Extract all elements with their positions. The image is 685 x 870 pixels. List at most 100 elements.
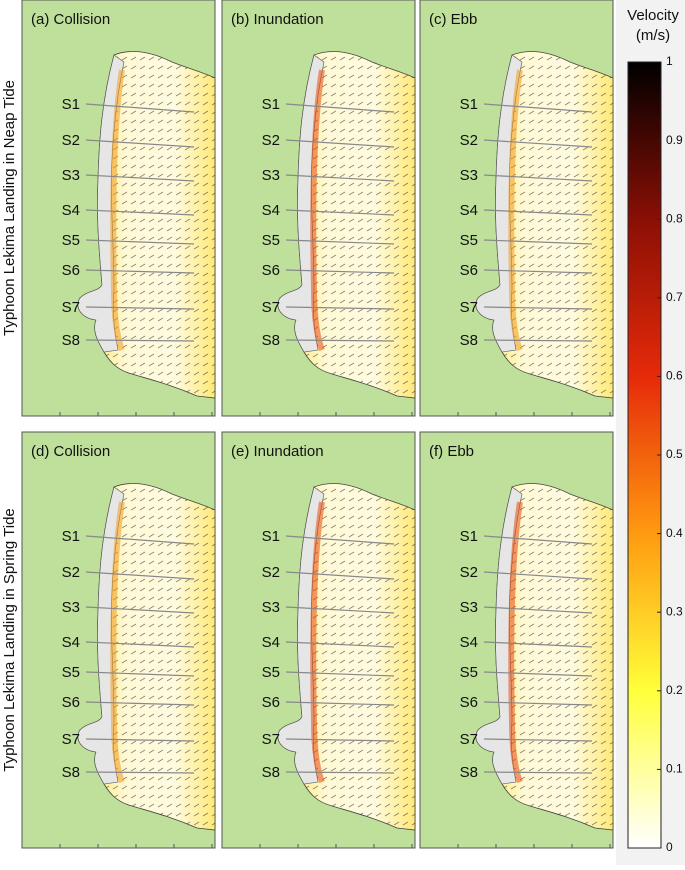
station-line [85,139,195,148]
colorbar-title: Velocity [627,7,679,24]
station-label: S7 [460,299,478,316]
station-label: S5 [62,232,80,249]
station-label: S7 [262,731,280,748]
station-label: S5 [262,664,280,681]
row-label: Typhoon Lekima Landing in Spring Tide [1,508,18,772]
station-label: S8 [62,332,80,349]
station-label: S4 [62,202,80,219]
station-label: S4 [62,634,80,651]
station-line [483,139,593,148]
station-label: S7 [62,731,80,748]
station-label: S6 [62,262,80,279]
colorbar-tick-label: 0.5 [666,447,683,461]
station-label: S1 [62,528,80,545]
station-label: S2 [262,132,280,149]
station-line [285,239,395,245]
station-line [285,209,395,216]
station-line [85,306,195,310]
coastal-jet [110,69,125,352]
colorbar-tick-label: 0.2 [666,683,683,697]
station-line [483,671,593,677]
station-label: S4 [460,634,478,651]
station-line [85,174,195,182]
station-label: S3 [262,599,280,616]
station-label: S6 [262,262,280,279]
panel-title: (f) Ebb [429,443,474,460]
station-line [85,701,195,706]
station-line [285,738,395,742]
station-label: S2 [460,132,478,149]
station-label: S5 [460,664,478,681]
panel-title: (d) Collision [31,443,110,460]
station-label: S8 [262,332,280,349]
colorbar-tick-label: 0.6 [666,369,683,383]
station-line [483,239,593,245]
station-line [483,306,593,310]
coastal-jet [310,501,325,784]
panel: (b) Inundation S1 S2 S3 S4 S5 S6 S7 S8 [221,0,416,417]
panel-title: (e) Inundation [231,443,324,460]
station-label: S7 [62,299,80,316]
station-label: S1 [460,96,478,113]
station-label: S8 [460,764,478,781]
panel: (c) Ebb S1 S2 S3 S4 S5 S6 S7 S8 [419,0,614,417]
station-line [85,269,195,274]
station-line [483,174,593,182]
station-line [285,339,395,342]
station-label: S6 [262,694,280,711]
station-line [483,738,593,742]
station-line [85,606,195,614]
colorbar-tick-label: 0.9 [666,133,683,147]
colorbar-tick-label: 1 [666,54,673,68]
station-line [285,701,395,706]
colorbar-tick-label: 0.4 [666,526,683,540]
station-label: S3 [62,599,80,616]
colorbar-tick-label: 0.7 [666,290,683,304]
station-label: S2 [62,564,80,581]
station-line [483,571,593,580]
station-line [85,571,195,580]
panel: (f) Ebb S1 S2 S3 S4 S5 S6 S7 S8 [419,431,614,849]
panel: (a) Collision S1 S2 S3 S4 S5 S6 S7 S8 [21,0,216,417]
station-line [285,306,395,310]
station-label: S2 [62,132,80,149]
station-label: S6 [62,694,80,711]
station-line [483,209,593,216]
station-label: S4 [262,634,280,651]
station-line [85,209,195,216]
colorbar-unit: (m/s) [636,27,670,44]
station-line [85,771,195,774]
colorbar [627,61,662,849]
station-label: S3 [460,599,478,616]
station-line [285,606,395,614]
station-line [85,535,195,545]
panel: (e) Inundation S1 S2 S3 S4 S5 S6 S7 S8 [221,431,416,849]
station-line [85,239,195,245]
station-label: S1 [262,528,280,545]
station-line [285,571,395,580]
station-label: S8 [460,332,478,349]
station-line [285,139,395,148]
station-label: S8 [62,764,80,781]
station-line [483,339,593,342]
coastal-jet [508,501,523,784]
station-line [85,103,195,113]
station-label: S3 [460,167,478,184]
panel-title: (a) Collision [31,11,110,28]
colorbar-axis: 0 0.1 0.2 0.3 0.4 0.5 0.6 0.7 0.8 0.9 1 [657,54,683,854]
station-label: S2 [262,564,280,581]
station-line [483,771,593,774]
station-label: S5 [460,232,478,249]
station-line [85,738,195,742]
station-label: S3 [62,167,80,184]
station-label: S2 [460,564,478,581]
station-line [285,174,395,182]
station-label: S4 [262,202,280,219]
colorbar-tick-label: 0.1 [666,762,683,776]
station-label: S1 [460,528,478,545]
station-line [285,269,395,274]
station-line [483,606,593,614]
station-label: S5 [262,232,280,249]
station-label: S1 [62,96,80,113]
